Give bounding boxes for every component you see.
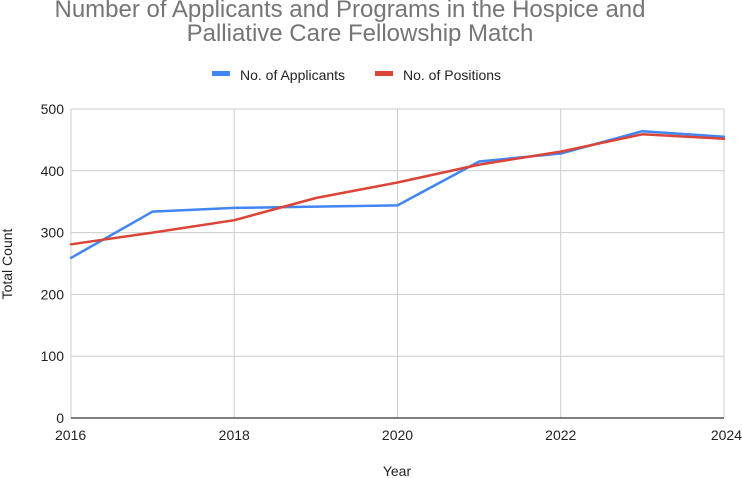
y-tick-label: 200 (41, 286, 65, 302)
legend: No. of Applicants No. of Positions (212, 67, 501, 83)
x-tick-label: 2018 (219, 427, 250, 443)
y-tick-label: 500 (41, 101, 65, 117)
chart-title-line-1: Number of Applicants and Programs in the… (54, 0, 646, 23)
series-line-applicants (69, 129, 726, 260)
y-tick-label: 100 (41, 348, 65, 364)
gridlines (70, 108, 725, 418)
y-tick-label: 0 (56, 410, 64, 426)
series-line-positions (69, 133, 726, 246)
y-axis-tick-labels: 0 100 200 300 400 500 (41, 101, 65, 426)
legend-label-positions: No. of Positions (403, 67, 501, 83)
x-axis-tick-labels: 2016 2018 2020 2022 2024 (55, 427, 742, 443)
y-axis-title: Total Count (0, 228, 15, 299)
legend-swatch-positions (375, 71, 393, 76)
legend-swatch-applicants (212, 71, 230, 76)
x-tick-label: 2016 (55, 427, 86, 443)
x-tick-label: 2020 (382, 427, 413, 443)
x-axis-title: Year (383, 463, 412, 478)
series-lines (69, 129, 726, 260)
legend-label-applicants: No. of Applicants (240, 67, 345, 83)
x-tick-label: 2024 (711, 427, 742, 443)
y-tick-label: 300 (41, 225, 65, 241)
y-tick-label: 400 (41, 163, 65, 179)
x-tick-label: 2022 (545, 427, 576, 443)
chart-title-line-2: Palliative Care Fellowship Match (186, 20, 534, 47)
